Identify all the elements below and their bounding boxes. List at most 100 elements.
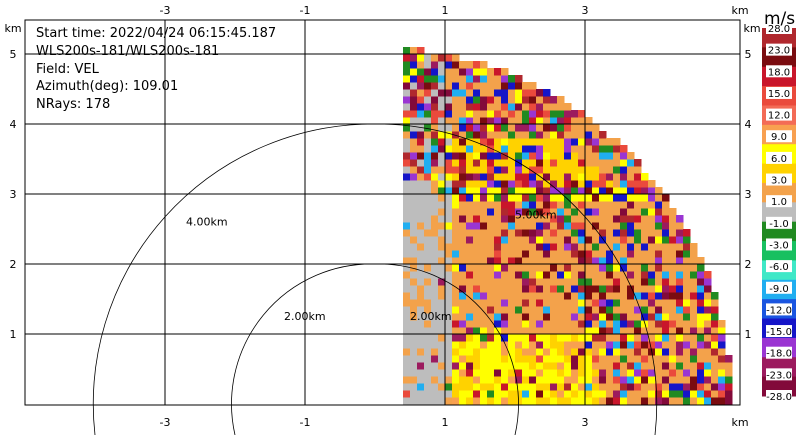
velocity-cell	[480, 89, 488, 97]
velocity-cell	[424, 180, 432, 188]
velocity-cell	[578, 215, 586, 223]
velocity-cell	[515, 138, 523, 146]
velocity-cell	[592, 187, 600, 195]
colorbar-unit: m/s	[764, 9, 796, 29]
velocity-cell	[487, 257, 495, 265]
velocity-cell	[627, 390, 635, 398]
velocity-cell	[599, 131, 607, 139]
velocity-cell	[697, 341, 705, 349]
velocity-cell	[417, 383, 425, 391]
velocity-cell	[445, 215, 453, 223]
velocity-cell	[529, 110, 537, 118]
velocity-cell	[480, 327, 488, 335]
velocity-cell	[501, 390, 509, 398]
velocity-cell	[718, 320, 726, 328]
velocity-cell	[550, 285, 558, 293]
velocity-cell	[501, 271, 509, 279]
velocity-cell	[641, 173, 649, 181]
velocity-cell	[613, 180, 621, 188]
colorbar-label: 15.0	[768, 89, 790, 100]
velocity-cell	[704, 299, 712, 307]
velocity-cell	[452, 89, 460, 97]
velocity-cell	[487, 313, 495, 321]
velocity-cell	[466, 117, 474, 125]
velocity-cell	[718, 383, 726, 391]
colorbar-label-bg	[766, 65, 792, 78]
velocity-cell	[557, 362, 565, 370]
velocity-cell	[536, 320, 544, 328]
velocity-cell	[480, 236, 488, 244]
velocity-cell	[522, 362, 530, 370]
velocity-cell	[417, 152, 425, 160]
velocity-cell	[606, 376, 614, 384]
colorbar-label: -23.0	[766, 370, 792, 381]
velocity-cell	[522, 313, 530, 321]
velocity-cell	[410, 208, 418, 216]
velocity-cell	[452, 299, 460, 307]
velocity-cell	[494, 173, 502, 181]
velocity-cell	[718, 348, 726, 356]
velocity-cell	[585, 138, 593, 146]
velocity-cell	[613, 250, 621, 258]
velocity-cell	[655, 187, 663, 195]
velocity-cell	[704, 313, 712, 321]
velocity-cell	[599, 390, 607, 398]
velocity-cell	[557, 383, 565, 391]
velocity-cell	[515, 166, 523, 174]
velocity-cell	[452, 124, 460, 132]
velocity-cell	[690, 271, 698, 279]
velocity-cell	[683, 383, 691, 391]
velocity-cell	[655, 222, 663, 230]
velocity-cell	[403, 152, 411, 160]
velocity-cell	[676, 348, 684, 356]
velocity-cell	[438, 110, 446, 118]
velocity-cell	[431, 250, 439, 258]
velocity-cell	[683, 243, 691, 251]
velocity-cell	[599, 229, 607, 237]
velocity-cell	[466, 236, 474, 244]
velocity-cell	[536, 292, 544, 300]
velocity-cell	[424, 355, 432, 363]
velocity-cell	[403, 117, 411, 125]
velocity-cell	[550, 250, 558, 258]
velocity-cell	[459, 355, 467, 363]
velocity-cell	[494, 229, 502, 237]
velocity-cell	[606, 152, 614, 160]
velocity-cell	[494, 110, 502, 118]
velocity-cell	[571, 208, 579, 216]
velocity-cell	[431, 138, 439, 146]
colorbar-label-bg	[766, 195, 792, 208]
velocity-cell	[634, 208, 642, 216]
velocity-cell	[564, 131, 572, 139]
velocity-cell	[473, 208, 481, 216]
velocity-cell	[424, 271, 432, 279]
velocity-cell	[557, 180, 565, 188]
velocity-cell	[452, 306, 460, 314]
velocity-cell	[543, 369, 551, 377]
velocity-cell	[494, 201, 502, 209]
velocity-cell	[536, 376, 544, 384]
velocity-cell	[417, 243, 425, 251]
x-tick-label-top: 3	[582, 4, 589, 17]
velocity-cell	[438, 89, 446, 97]
velocity-cell	[711, 369, 719, 377]
velocity-cell	[690, 257, 698, 265]
velocity-cell	[417, 82, 425, 90]
velocity-cell	[543, 145, 551, 153]
colorbar-label: -15.0	[766, 327, 792, 338]
velocity-cell	[480, 341, 488, 349]
velocity-cell	[571, 285, 579, 293]
velocity-cell	[676, 215, 684, 223]
velocity-cell	[543, 173, 551, 181]
velocity-cell	[508, 243, 516, 251]
velocity-cell	[641, 285, 649, 293]
velocity-cell	[648, 369, 656, 377]
velocity-cell	[438, 271, 446, 279]
velocity-cell	[431, 89, 439, 97]
velocity-cell	[508, 229, 516, 237]
velocity-cell	[578, 264, 586, 272]
velocity-cell	[585, 124, 593, 132]
velocity-cell	[648, 320, 656, 328]
velocity-cell	[424, 243, 432, 251]
velocity-cell	[501, 166, 509, 174]
